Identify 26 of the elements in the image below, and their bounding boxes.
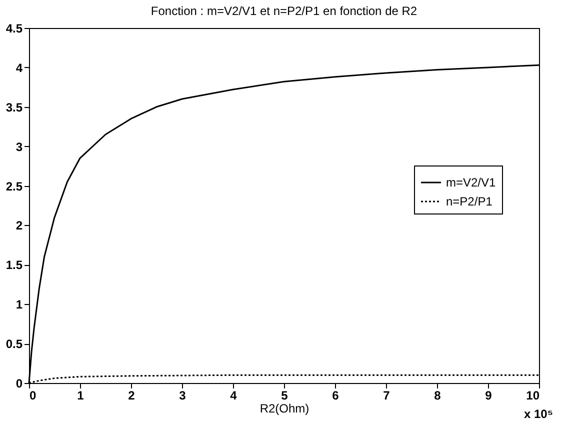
x-tick-label: 8: [434, 388, 442, 402]
legend-label: m=V2/V1: [446, 176, 496, 190]
y-tick-label: 3.5: [6, 100, 23, 114]
y-tick-label: 0.5: [6, 337, 23, 352]
x-tick-label: 3: [179, 388, 186, 402]
chart-title: Fonction : m=V2/V1 et n=P2/P1 en fonction de R2: [150, 4, 418, 18]
x-tick-label: 2: [128, 388, 136, 402]
y-tick-label: 0: [16, 376, 23, 390]
y-tick-label: 1: [16, 298, 23, 312]
x-tick-label: 4: [230, 388, 238, 402]
y-tick-label: 2: [16, 218, 23, 233]
text: x 10⁵: [524, 407, 553, 421]
x-tick-label: 10: [526, 388, 540, 402]
x-tick-label: 1: [77, 388, 84, 402]
y-tick-label: 3: [16, 140, 23, 154]
legend-label: n=P2/P1: [446, 194, 493, 208]
x-tick-label: 6: [332, 388, 340, 402]
x-tick-label: 5: [281, 388, 288, 402]
y-tick-label: 4.5: [6, 22, 23, 36]
y-tick-label: 1.5: [6, 258, 23, 272]
x-axis-title: R2(Ohm): [260, 402, 310, 416]
x-tick-label: 7: [383, 388, 390, 402]
y-tick-label: 4: [16, 60, 23, 75]
x-tick-label: 0: [30, 388, 36, 402]
x-tick-label: 9: [485, 388, 492, 402]
y-tick-label: 2.5: [6, 179, 23, 194]
